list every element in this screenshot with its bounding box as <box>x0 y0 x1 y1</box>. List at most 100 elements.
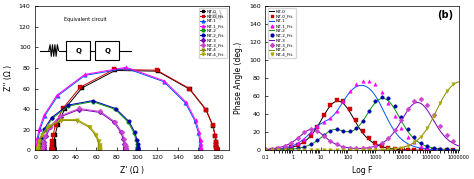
NT-1_Fit. <box>34 147 39 149</box>
NT-4 <box>39 134 45 136</box>
NT-1_Fit. <box>424 147 430 149</box>
NT-4_Fit. <box>35 149 40 151</box>
NT-1 <box>378 104 383 106</box>
NT-3 <box>122 149 128 151</box>
NT-1_Fit. <box>199 149 204 151</box>
NT-1 <box>123 67 129 69</box>
NT-2_Fit. <box>289 148 294 150</box>
NT-1_Fit. <box>392 115 398 117</box>
NT-4 <box>95 140 101 142</box>
NT-3_Fit. <box>321 134 327 137</box>
NT-4 <box>263 149 268 151</box>
NT-1_Fit. <box>34 142 39 144</box>
NT-3 <box>415 101 420 104</box>
NT-1_Fit. <box>198 139 203 141</box>
NT-3_Fit. <box>379 142 385 144</box>
NT-1_Fit. <box>360 80 365 82</box>
NT-3_Fit. <box>40 149 46 151</box>
NT-2_Fit. <box>411 136 417 138</box>
NT-2_Fit. <box>134 139 140 141</box>
NT-0 <box>51 149 56 151</box>
NT-3_Fit. <box>40 149 46 151</box>
NT-1_Fit. <box>199 149 204 151</box>
NT-3_Fit. <box>40 149 46 151</box>
NT-0_Fit. <box>399 149 404 151</box>
NT-0_Fit. <box>77 86 83 88</box>
NT-1 <box>36 137 41 139</box>
NT-1 <box>35 149 40 151</box>
NT-0 <box>51 149 56 151</box>
NT-4_Fit. <box>35 149 40 151</box>
NT-2 <box>112 108 118 110</box>
NT-1_Fit. <box>334 110 339 112</box>
NT-3 <box>43 135 49 137</box>
NT-4 <box>46 126 52 128</box>
NT-3 <box>41 149 46 151</box>
NT-3_Fit. <box>385 137 391 139</box>
NT-2 <box>37 149 43 151</box>
Line: NT-3_Fit.: NT-3_Fit. <box>264 98 455 151</box>
NT-3_Fit. <box>340 146 346 148</box>
NT-0_Fit. <box>424 149 430 151</box>
NT-2_Fit. <box>36 149 42 151</box>
NT-1 <box>197 149 203 151</box>
NT-1_Fit. <box>34 145 39 147</box>
NT-3 <box>41 149 46 151</box>
NT-1_Fit. <box>269 148 275 151</box>
NT-4 <box>36 149 41 151</box>
NT-3_Fit. <box>40 146 46 148</box>
NT-2_Fit. <box>36 149 42 151</box>
NT-1 <box>35 149 40 151</box>
NT-4 <box>36 146 41 148</box>
NT-2 <box>37 149 43 151</box>
NT-4 <box>263 149 269 151</box>
NT-0_Fit. <box>321 114 327 116</box>
NT-1_Fit. <box>199 147 204 149</box>
Line: NT-0: NT-0 <box>265 101 459 150</box>
NT-2_Fit. <box>36 149 42 151</box>
NT-3_Fit. <box>40 149 46 151</box>
NT-1 <box>197 148 203 150</box>
NT-2 <box>39 137 45 139</box>
NT-3_Fit. <box>269 148 275 150</box>
Line: NT-1: NT-1 <box>36 67 202 152</box>
NT-0_Fit. <box>346 108 352 110</box>
NT-3 <box>263 148 269 151</box>
NT-1_Fit. <box>54 94 60 96</box>
NT-3_Fit. <box>366 146 372 149</box>
NT-2 <box>134 146 140 148</box>
NT-4 <box>36 149 41 151</box>
NT-4 <box>36 149 41 151</box>
NT-0_Fit. <box>295 144 301 146</box>
NT-3 <box>426 112 432 114</box>
NT-3 <box>76 108 82 111</box>
NT-2_Fit. <box>135 149 141 151</box>
NT-2_Fit. <box>36 149 42 151</box>
NT-1_Fit. <box>183 101 189 104</box>
NT-2_Fit. <box>126 120 132 123</box>
NT-3_Fit. <box>444 134 449 136</box>
NT-4_Fit. <box>35 149 40 151</box>
NT-1_Fit. <box>199 148 204 150</box>
NT-4 <box>36 149 41 151</box>
NT-0_Fit. <box>154 69 160 71</box>
NT-2 <box>134 147 140 149</box>
NT-3 <box>122 149 128 151</box>
NT-1_Fit. <box>385 102 391 104</box>
NT-1_Fit. <box>197 131 202 134</box>
NT-0 <box>51 149 56 151</box>
NT-0_Fit. <box>214 149 219 151</box>
NT-4_Fit. <box>269 149 275 151</box>
NT-1_Fit. <box>328 117 333 119</box>
NT-3_Fit. <box>418 98 424 101</box>
NT-1_Fit. <box>282 147 288 149</box>
NT-1_Fit. <box>41 114 47 116</box>
NT-1 <box>426 148 432 150</box>
NT-4 <box>36 147 41 149</box>
NT-3_Fit. <box>40 149 46 151</box>
NT-0_Fit. <box>431 149 437 151</box>
NT-0 <box>214 148 219 150</box>
NT-2_Fit. <box>328 130 333 132</box>
NT-3_Fit. <box>392 129 398 132</box>
NT-2 <box>37 147 43 149</box>
